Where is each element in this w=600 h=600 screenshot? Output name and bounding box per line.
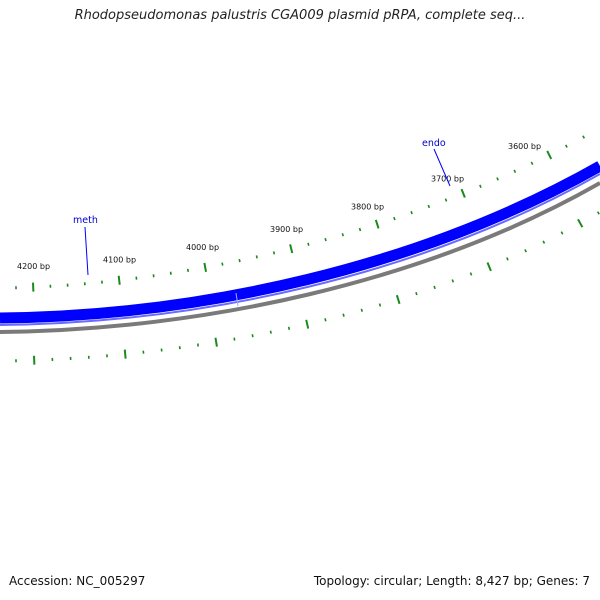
inner-minor-tick — [251, 334, 254, 338]
outer-minor-tick — [186, 268, 190, 273]
inner-minor-tick — [415, 291, 418, 296]
outer-minor-tick — [582, 135, 586, 139]
tick-label-3600: 3600 bp — [508, 142, 541, 151]
inner-major-tick — [123, 349, 127, 359]
inner-minor-tick — [506, 257, 509, 261]
outer-minor-tick — [564, 144, 568, 148]
map-title: Rhodopseudomonas palustris CGA009 plasmi… — [74, 8, 526, 23]
outer-minor-tick — [444, 198, 448, 202]
tick-label-4200: 4200 bp — [17, 262, 50, 271]
outer-minor-tick — [427, 204, 431, 209]
inner-minor-tick — [469, 272, 473, 276]
outer-major-tick — [546, 150, 553, 160]
inner-minor-tick — [596, 211, 600, 215]
inner-minor-tick — [560, 231, 564, 235]
outer-minor-tick — [307, 242, 310, 246]
gene-boundary-marker — [235, 292, 239, 307]
gene-label-endo[interactable]: endo — [422, 138, 446, 149]
inner-minor-tick — [269, 330, 272, 334]
inner-major-tick — [305, 319, 310, 329]
inner-minor-tick — [233, 337, 236, 341]
inner-tick-ring — [15, 211, 600, 365]
outer-minor-tick — [358, 227, 362, 232]
outer-minor-tick — [393, 216, 396, 221]
outer-minor-tick — [341, 233, 344, 237]
accession-label: Accession: NC_005297 — [9, 574, 146, 588]
gene-track[interactable] — [0, 161, 600, 324]
outer-major-tick — [460, 188, 466, 198]
outer-minor-tick — [530, 161, 534, 165]
inner-minor-tick — [342, 313, 345, 317]
backbone-circle — [0, 181, 600, 334]
endo-leader-line — [433, 148, 451, 187]
meth-leader-line — [84, 226, 89, 276]
outer-minor-tick — [221, 262, 224, 266]
inner-minor-tick — [451, 279, 455, 283]
outer-major-tick — [289, 244, 294, 254]
outer-minor-tick — [272, 251, 276, 255]
inner-major-tick — [486, 262, 492, 272]
inner-minor-tick — [542, 240, 546, 244]
gene-label-meth[interactable]: meth — [73, 215, 98, 226]
outer-minor-tick — [324, 237, 327, 242]
outer-tick-ring — [15, 135, 586, 292]
inner-minor-tick — [360, 308, 363, 312]
inner-major-tick — [214, 337, 218, 347]
outer-minor-tick — [238, 258, 241, 263]
sequence-summary: Topology: circular; Length: 8,427 bp; Ge… — [313, 574, 590, 588]
gene-track-edge — [0, 173, 600, 326]
inner-minor-tick — [378, 303, 382, 307]
outer-minor-tick — [479, 184, 482, 188]
tick-label-3900: 3900 bp — [270, 225, 303, 234]
outer-major-tick — [374, 219, 380, 229]
inner-major-tick — [577, 218, 584, 228]
outer-minor-tick — [255, 255, 258, 259]
inner-minor-tick — [287, 326, 291, 330]
outer-minor-tick — [496, 177, 499, 181]
outer-major-tick — [117, 275, 121, 285]
tick-label-4000: 4000 bp — [186, 243, 219, 252]
inner-minor-tick — [524, 249, 527, 253]
outer-major-tick — [203, 262, 207, 272]
tick-label-4100: 4100 bp — [103, 255, 136, 264]
inner-major-tick — [395, 294, 401, 305]
inner-minor-tick — [324, 318, 327, 322]
outer-minor-tick — [513, 169, 517, 173]
inner-minor-tick — [433, 285, 436, 290]
tick-label-3800: 3800 bp — [351, 202, 384, 211]
outer-minor-tick — [410, 210, 413, 215]
